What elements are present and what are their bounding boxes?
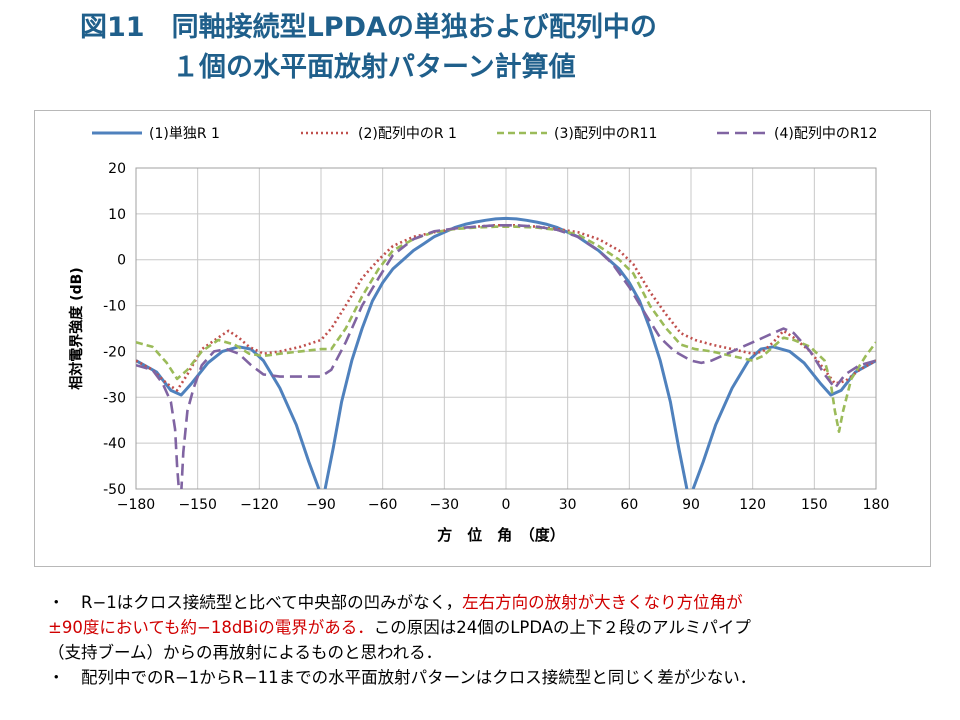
x-tick-label: −150 [178, 497, 216, 513]
chart-area: 20 10 0 -10 -20 -30 -40 -50 −180 −150 −120 −90 −60 −3… [34, 110, 931, 567]
y-tick-label: -30 [103, 390, 126, 406]
x-tick-label: −90 [306, 497, 336, 513]
series-line-4 [180, 224, 876, 489]
y-tick-label: -40 [103, 436, 126, 452]
legend-label-4: (4)配列中のR12 [774, 126, 877, 142]
x-tick-label: 90 [682, 497, 700, 513]
x-tick-label: 30 [559, 497, 577, 513]
x-tick-label: −60 [368, 497, 398, 513]
x-tick-label: 120 [739, 497, 766, 513]
note-text: この原因は24個のLPDAの上下２段のアルミパイプ [373, 618, 751, 637]
x-axis-label: 方 位 角 （度） [437, 526, 565, 544]
x-tick-label: −30 [430, 497, 460, 513]
plot-border [135, 167, 877, 490]
legend-label-3: (3)配列中のR11 [554, 126, 657, 142]
x-tick-label: 60 [620, 497, 638, 513]
legend-label-2: (2)配列中のR 1 [358, 126, 457, 142]
y-tick-label: -20 [103, 344, 126, 360]
y-tick-label: -50 [103, 482, 126, 498]
legend-label-1: (1)単独R 1 [149, 126, 220, 142]
series-line-1 [691, 345, 876, 489]
note-line: ・ R−1はクロス接続型と比べて中央部の凹みがなく，左右方向の放射が大きくなり方… [48, 590, 928, 615]
note-text: ・ 配列中でのR−1からR−11までの水平面放射パターンはクロス接続型と同じく差… [48, 668, 757, 687]
note-line: （支持ブーム）からの再放射によるものと思われる． [48, 640, 928, 665]
radiation-pattern-chart: 20 10 0 -10 -20 -30 -40 -50−180 −150 −120 −90 −60 −3… [68, 126, 890, 544]
y-tick-label: 10 [108, 207, 126, 223]
x-tick-label: 180 [863, 497, 890, 513]
note-emphasis: 左右方向の放射が大きくなり方位角が [462, 593, 743, 612]
slide-title-line-2: １個の水平面放射パターン計算値 [172, 52, 576, 83]
y-tick-label: 20 [108, 161, 126, 177]
series-line-4 [136, 363, 181, 489]
y-axis-label: 相対電界強度 (dB) [68, 267, 85, 389]
x-tick-label: 0 [502, 497, 511, 513]
x-tick-label: 150 [801, 497, 828, 513]
note-line: ±90度においても約−18dBiの電界がある．この原因は24個のLPDAの上下２… [48, 615, 928, 640]
slide-title-line-1: 図11 同軸接続型LPDAの単独および配列中の [80, 12, 657, 43]
y-tick-label: 0 [117, 253, 126, 269]
x-tick-label: −180 [117, 497, 155, 513]
note-text: ・ R−1はクロス接続型と比べて中央部の凹みがなく， [48, 593, 463, 612]
notes: ・ R−1はクロス接続型と比べて中央部の凹みがなく，左右方向の放射が大きくなり方… [48, 590, 928, 690]
note-emphasis: ±90度においても約−18dBiの電界がある． [48, 618, 374, 637]
y-tick-label: -10 [103, 299, 126, 315]
series-line-1 [323, 216, 689, 489]
note-text: （支持ブーム）からの再放射によるものと思われる． [48, 643, 443, 662]
series-line-1 [136, 345, 321, 489]
note-line: ・ 配列中でのR−1からR−11までの水平面放射パターンはクロス接続型と同じく差… [48, 665, 928, 690]
x-tick-label: −120 [240, 497, 278, 513]
